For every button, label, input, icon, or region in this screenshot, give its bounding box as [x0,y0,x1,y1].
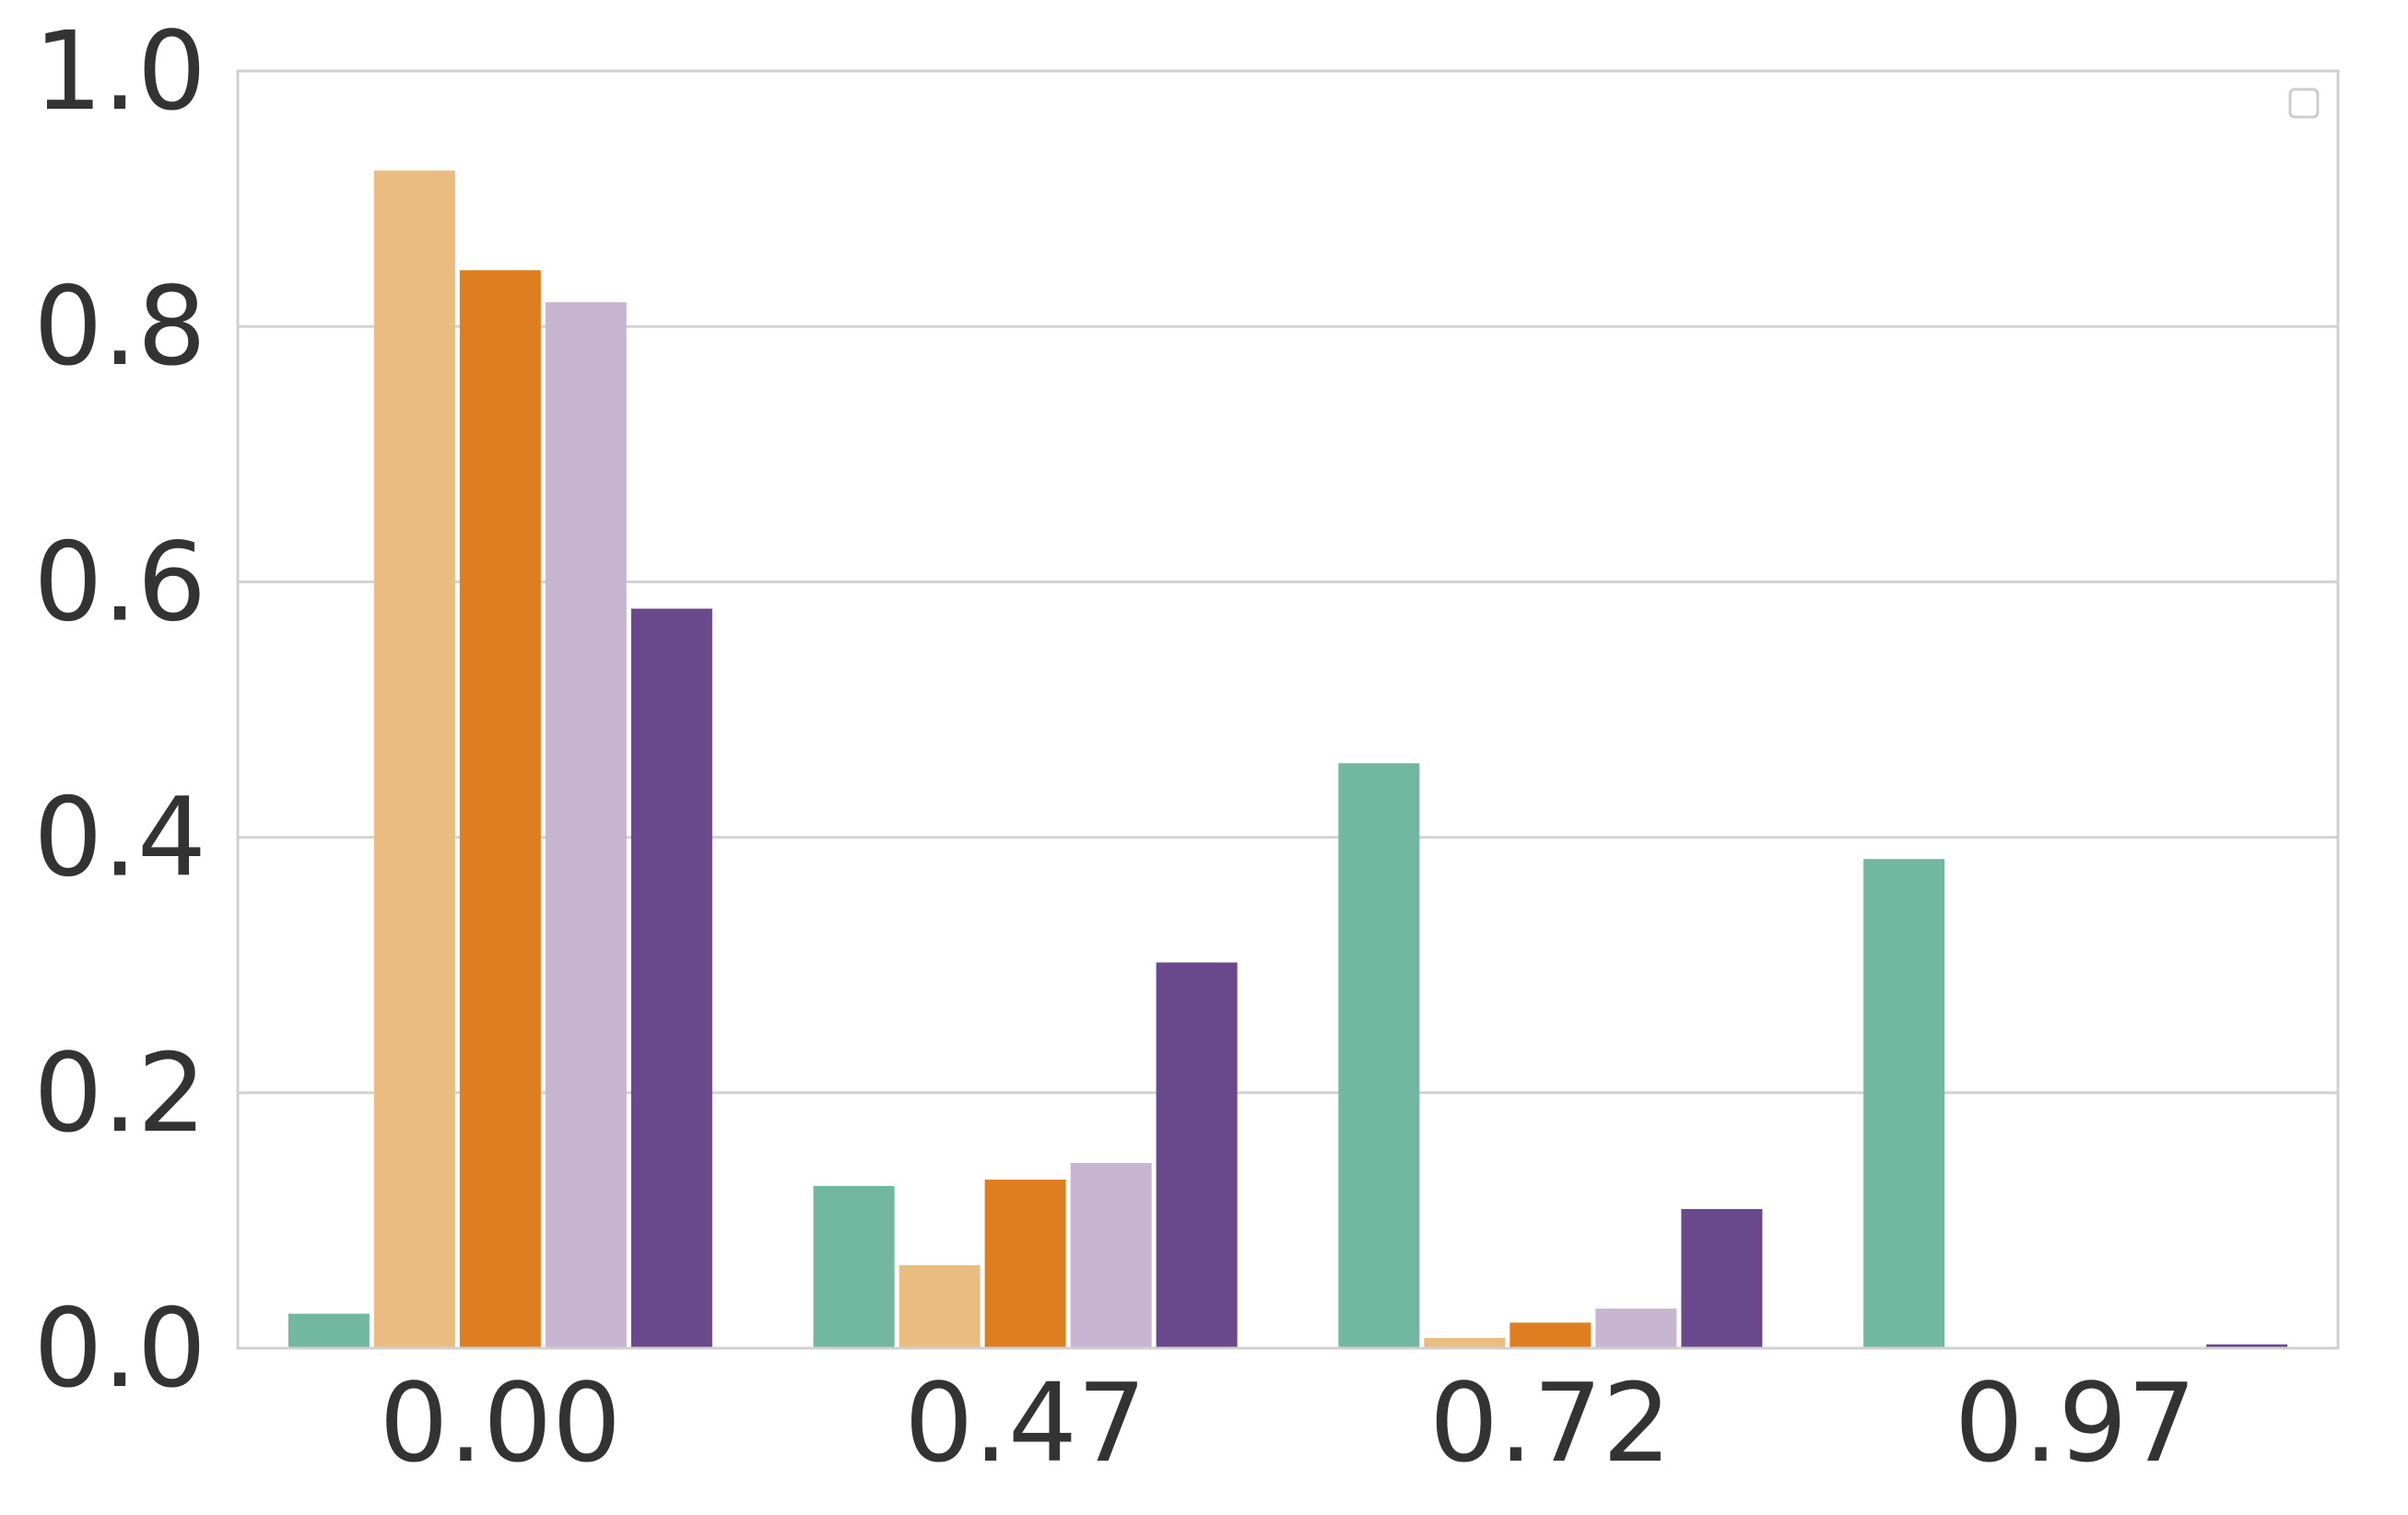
bars [288,170,2288,1349]
y-tick-label: 0.0 [33,1285,206,1412]
x-tick-label: 0.97 [1955,1359,2197,1486]
bar [1338,763,1420,1348]
bar [545,301,627,1349]
y-tick-label: 1.0 [33,7,206,135]
bar [1595,1309,1677,1348]
legend-box [2288,88,2320,119]
x-tick-label: 0.00 [380,1359,622,1486]
x-tick-label: 0.47 [904,1359,1146,1486]
y-axis-ticks: 0.0 0.2 0.4 0.6 0.8 1.0 [33,7,206,1412]
y-tick-label: 0.6 [33,518,206,645]
bar [1681,1208,1763,1348]
bar [899,1264,981,1348]
y-tick-label: 0.8 [33,263,206,390]
bar [984,1180,1066,1348]
bar [813,1185,895,1348]
bar [288,1313,370,1348]
bar [630,608,712,1348]
bar [1070,1163,1152,1348]
x-axis-ticks: 0.00 0.47 0.72 0.97 [380,1359,2197,1486]
bar [2206,1344,2288,1348]
bar [1509,1322,1592,1348]
x-tick-label: 0.72 [1429,1359,1672,1486]
bar [373,170,455,1348]
y-tick-label: 0.2 [33,1029,206,1157]
bar [1863,859,1945,1348]
plot-frame [236,69,2340,1350]
bar [459,270,541,1348]
y-tick-label: 0.4 [33,774,206,901]
bar [1156,962,1238,1348]
bar [1424,1337,1506,1348]
